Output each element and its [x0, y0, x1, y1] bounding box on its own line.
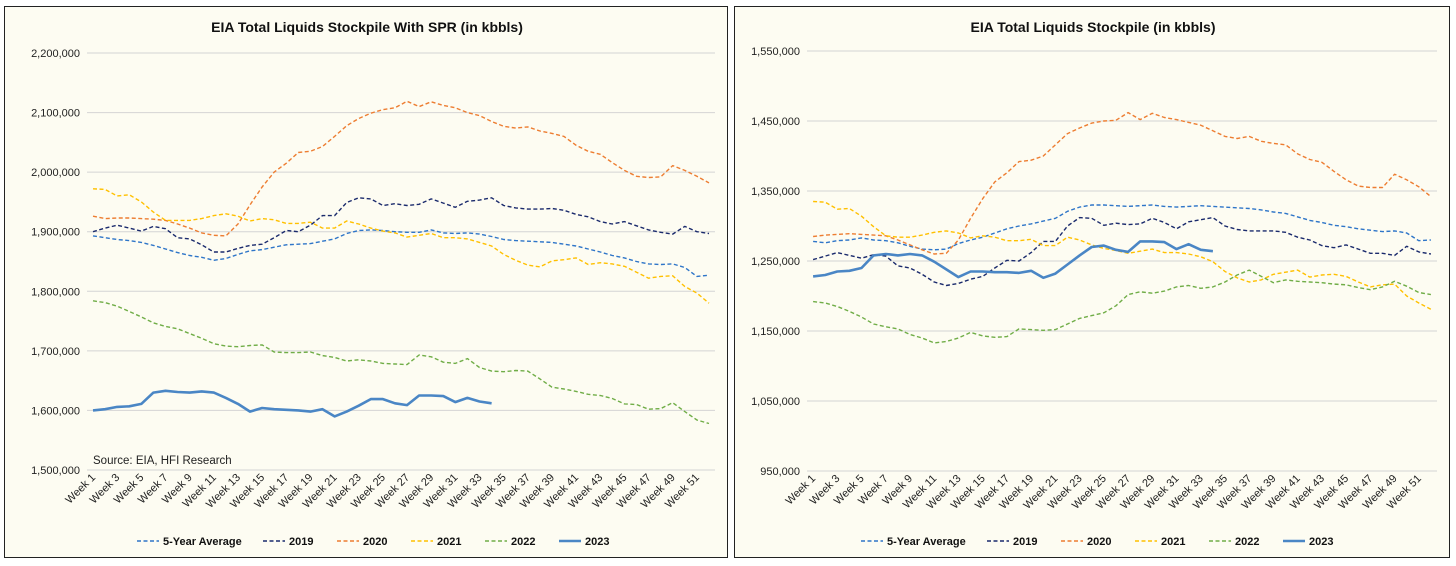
y-tick-label: 1,500,000	[31, 465, 80, 477]
y-tick-label: 2,100,000	[31, 108, 80, 120]
series-line-2023	[92, 389, 492, 418]
series-line-2021	[92, 188, 710, 304]
legend-label-2023: 2023	[585, 536, 609, 548]
legend-label-2021: 2021	[1161, 536, 1185, 548]
legend-label-2021: 2021	[437, 536, 461, 548]
chart-without-spr: EIA Total Liquids Stockpile (in kbbls) 95…	[751, 19, 1437, 548]
y-tick-label: 1,550,000	[751, 46, 800, 58]
y-tick-label: 1,600,000	[31, 405, 80, 417]
chart-title: EIA Total Liquids Stockpile With SPR (in…	[211, 19, 523, 35]
y-tick-label: 1,150,000	[751, 326, 800, 338]
series-line-2022	[92, 300, 710, 425]
legend-label-5-year-average: 5-Year Average	[887, 536, 966, 548]
legend-label-2020: 2020	[1087, 536, 1111, 548]
source-note: Source: EIA, HFI Research	[93, 455, 232, 467]
series-line-2020	[92, 100, 710, 237]
y-tick-label: 2,000,000	[31, 167, 80, 179]
y-tick-label: 950,000	[760, 466, 800, 478]
y-tick-label: 1,450,000	[751, 116, 800, 128]
legend-label-2023: 2023	[1309, 536, 1333, 548]
series-line-2020	[813, 111, 1432, 255]
series-line-2023	[812, 240, 1214, 280]
y-tick-label: 1,800,000	[31, 286, 80, 298]
y-tick-label: 1,250,000	[751, 256, 800, 268]
y-tick-label: 1,350,000	[751, 186, 800, 198]
legend-label-2022: 2022	[1235, 536, 1259, 548]
series-line-2019	[812, 216, 1432, 287]
chart-panel-with-spr: EIA Total Liquids Stockpile With SPR (in…	[4, 6, 728, 558]
series-line-2019	[92, 197, 710, 253]
y-tick-label: 1,700,000	[31, 346, 80, 358]
legend-label-2019: 2019	[289, 536, 313, 548]
series-line-5-year-average	[92, 229, 710, 278]
chart-panel-without-spr: EIA Total Liquids Stockpile (in kbbls) 95…	[734, 6, 1450, 558]
series-line-2022	[813, 269, 1432, 344]
legend-label-2022: 2022	[511, 536, 535, 548]
y-tick-label: 2,200,000	[31, 48, 80, 60]
y-tick-label: 1,050,000	[751, 396, 800, 408]
legend-label-2019: 2019	[1013, 536, 1037, 548]
legend-label-2020: 2020	[363, 536, 387, 548]
chart-title: EIA Total Liquids Stockpile (in kbbls)	[970, 19, 1215, 35]
y-tick-label: 1,900,000	[31, 227, 80, 239]
legend-label-5-year-average: 5-Year Average	[163, 536, 242, 548]
chart-with-spr: EIA Total Liquids Stockpile With SPR (in…	[31, 19, 715, 548]
